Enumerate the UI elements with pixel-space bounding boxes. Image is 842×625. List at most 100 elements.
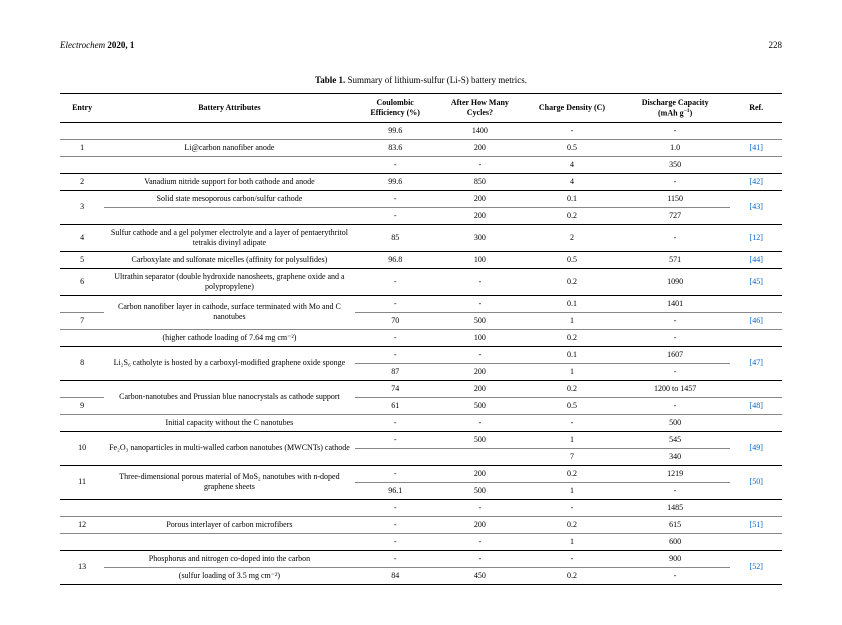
cell-ce: - <box>355 295 436 312</box>
cell-attr: (higher cathode loading of 7.64 mg cm⁻²) <box>104 329 354 346</box>
table-row: --1600 <box>60 533 782 550</box>
ref-link[interactable]: [50] <box>750 477 763 486</box>
cell-entry: 7 <box>60 312 104 329</box>
cell-cd: - <box>524 499 620 516</box>
cell-attr: Carbon-nanotubes and Prussian blue nanoc… <box>104 380 354 414</box>
cell-entry <box>60 533 104 550</box>
cell-cd: 0.1 <box>524 190 620 207</box>
ref-link[interactable]: [44] <box>750 255 763 264</box>
ref-link[interactable]: [48] <box>750 401 763 410</box>
cell-entry: 1 <box>60 139 104 156</box>
ref-link[interactable]: [49] <box>750 443 763 452</box>
ref-link[interactable]: [47] <box>750 358 763 367</box>
table-row: 10Fe₂O₃ nanoparticles in multi-walled ca… <box>60 431 782 448</box>
cell-cd: 1 <box>524 533 620 550</box>
cell-entry: 11 <box>60 465 104 499</box>
table-row: (higher cathode loading of 7.64 mg cm⁻²)… <box>60 329 782 346</box>
col-ref: Ref. <box>730 94 782 123</box>
cell-dc: 615 <box>620 516 731 533</box>
table-row: -2000.2727 <box>60 207 782 224</box>
cell-cycles: - <box>436 533 524 550</box>
cell-cycles: 200 <box>436 363 524 380</box>
cell-dc: 1607 <box>620 346 731 363</box>
cell-dc: - <box>620 312 731 329</box>
col-cd: Charge Density (C) <box>524 94 620 123</box>
table-row: 99.61400-- <box>60 122 782 139</box>
ref-link[interactable]: [42] <box>750 177 763 186</box>
cell-attr: Carboxylate and sulfonate micelles (affi… <box>104 251 354 268</box>
cell-cd: - <box>524 550 620 567</box>
cell-attr: Carbon nanofiber layer in cathode, surfa… <box>104 295 354 329</box>
cell-ce: 99.6 <box>355 173 436 190</box>
cell-ref: [51] <box>730 516 782 533</box>
cell-entry: 12 <box>60 516 104 533</box>
cell-entry: 4 <box>60 224 104 251</box>
table-row: 3Solid state mesoporous carbon/sulfur ca… <box>60 190 782 207</box>
cell-ce: - <box>355 190 436 207</box>
cell-ref <box>730 295 782 312</box>
cell-ref: [43] <box>730 190 782 224</box>
cell-dc: 350 <box>620 156 731 173</box>
cell-cycles: 200 <box>436 207 524 224</box>
cell-cycles: 200 <box>436 465 524 482</box>
cell-ce: 87 <box>355 363 436 380</box>
cell-cd: 0.1 <box>524 295 620 312</box>
cell-entry <box>60 122 104 139</box>
cell-ce: - <box>355 329 436 346</box>
year-vol: 2020, 1 <box>107 40 134 50</box>
cell-entry: 13 <box>60 550 104 584</box>
cell-ce: 84 <box>355 567 436 584</box>
metrics-table: Entry Battery Attributes Coulombic Effic… <box>60 93 782 585</box>
cell-dc: 1090 <box>620 268 731 295</box>
cell-attr <box>104 122 354 139</box>
ref-link[interactable]: [43] <box>750 202 763 211</box>
ref-link[interactable]: [46] <box>750 316 763 325</box>
table-row: (sulfur loading of 3.5 mg cm⁻²)844500.2- <box>60 567 782 584</box>
cell-cycles: - <box>436 499 524 516</box>
cell-cycles: 450 <box>436 567 524 584</box>
ref-link[interactable]: [51] <box>750 520 763 529</box>
cell-attr: Porous interlayer of carbon microfibers <box>104 516 354 533</box>
cell-ref <box>730 329 782 346</box>
cell-ce: - <box>355 156 436 173</box>
cell-dc: 1150 <box>620 190 731 207</box>
table-row: 11Three-dimensional porous material of M… <box>60 465 782 482</box>
table-row: 4Sulfur cathode and a gel polymer electr… <box>60 224 782 251</box>
table-row: 1Li@carbon nanofiber anode83.62000.51.0[… <box>60 139 782 156</box>
cell-ref <box>730 156 782 173</box>
cell-dc: - <box>620 567 731 584</box>
cell-ref <box>730 414 782 431</box>
cell-entry <box>60 414 104 431</box>
cell-cycles: 850 <box>436 173 524 190</box>
cell-attr: (sulfur loading of 3.5 mg cm⁻²) <box>104 567 354 584</box>
cell-cycles: - <box>436 295 524 312</box>
table-body: 99.61400--1Li@carbon nanofiber anode83.6… <box>60 122 782 584</box>
cell-cd: 1 <box>524 312 620 329</box>
cell-dc: 545 <box>620 431 731 448</box>
table-row: 5Carboxylate and sulfonate micelles (aff… <box>60 251 782 268</box>
ref-link[interactable]: [52] <box>750 562 763 571</box>
ref-link[interactable]: [12] <box>750 233 763 242</box>
table-row: 6Ultrathin separator (double hydroxide n… <box>60 268 782 295</box>
cell-cycles: 200 <box>436 190 524 207</box>
cell-attr: Initial capacity without the C nanotubes <box>104 414 354 431</box>
cell-cd: 0.2 <box>524 516 620 533</box>
cell-dc: - <box>620 363 731 380</box>
cell-cd: 0.2 <box>524 207 620 224</box>
cell-ce: 70 <box>355 312 436 329</box>
page-number: 228 <box>769 40 783 50</box>
cell-cd: 0.5 <box>524 139 620 156</box>
cell-cd: - <box>524 414 620 431</box>
cell-entry: 8 <box>60 346 104 380</box>
cell-ref: [48] <box>730 397 782 414</box>
cell-cycles: 300 <box>436 224 524 251</box>
cell-ce: 96.8 <box>355 251 436 268</box>
cell-attr <box>104 156 354 173</box>
cell-ref: [44] <box>730 251 782 268</box>
cell-cd: 1 <box>524 363 620 380</box>
ref-link[interactable]: [41] <box>750 143 763 152</box>
cell-ce: 85 <box>355 224 436 251</box>
cell-attr: Li₂S₆ catholyte is hosted by a carboxyl-… <box>104 346 354 380</box>
ref-link[interactable]: [45] <box>750 277 763 286</box>
table-row: 8Li₂S₆ catholyte is hosted by a carboxyl… <box>60 346 782 363</box>
